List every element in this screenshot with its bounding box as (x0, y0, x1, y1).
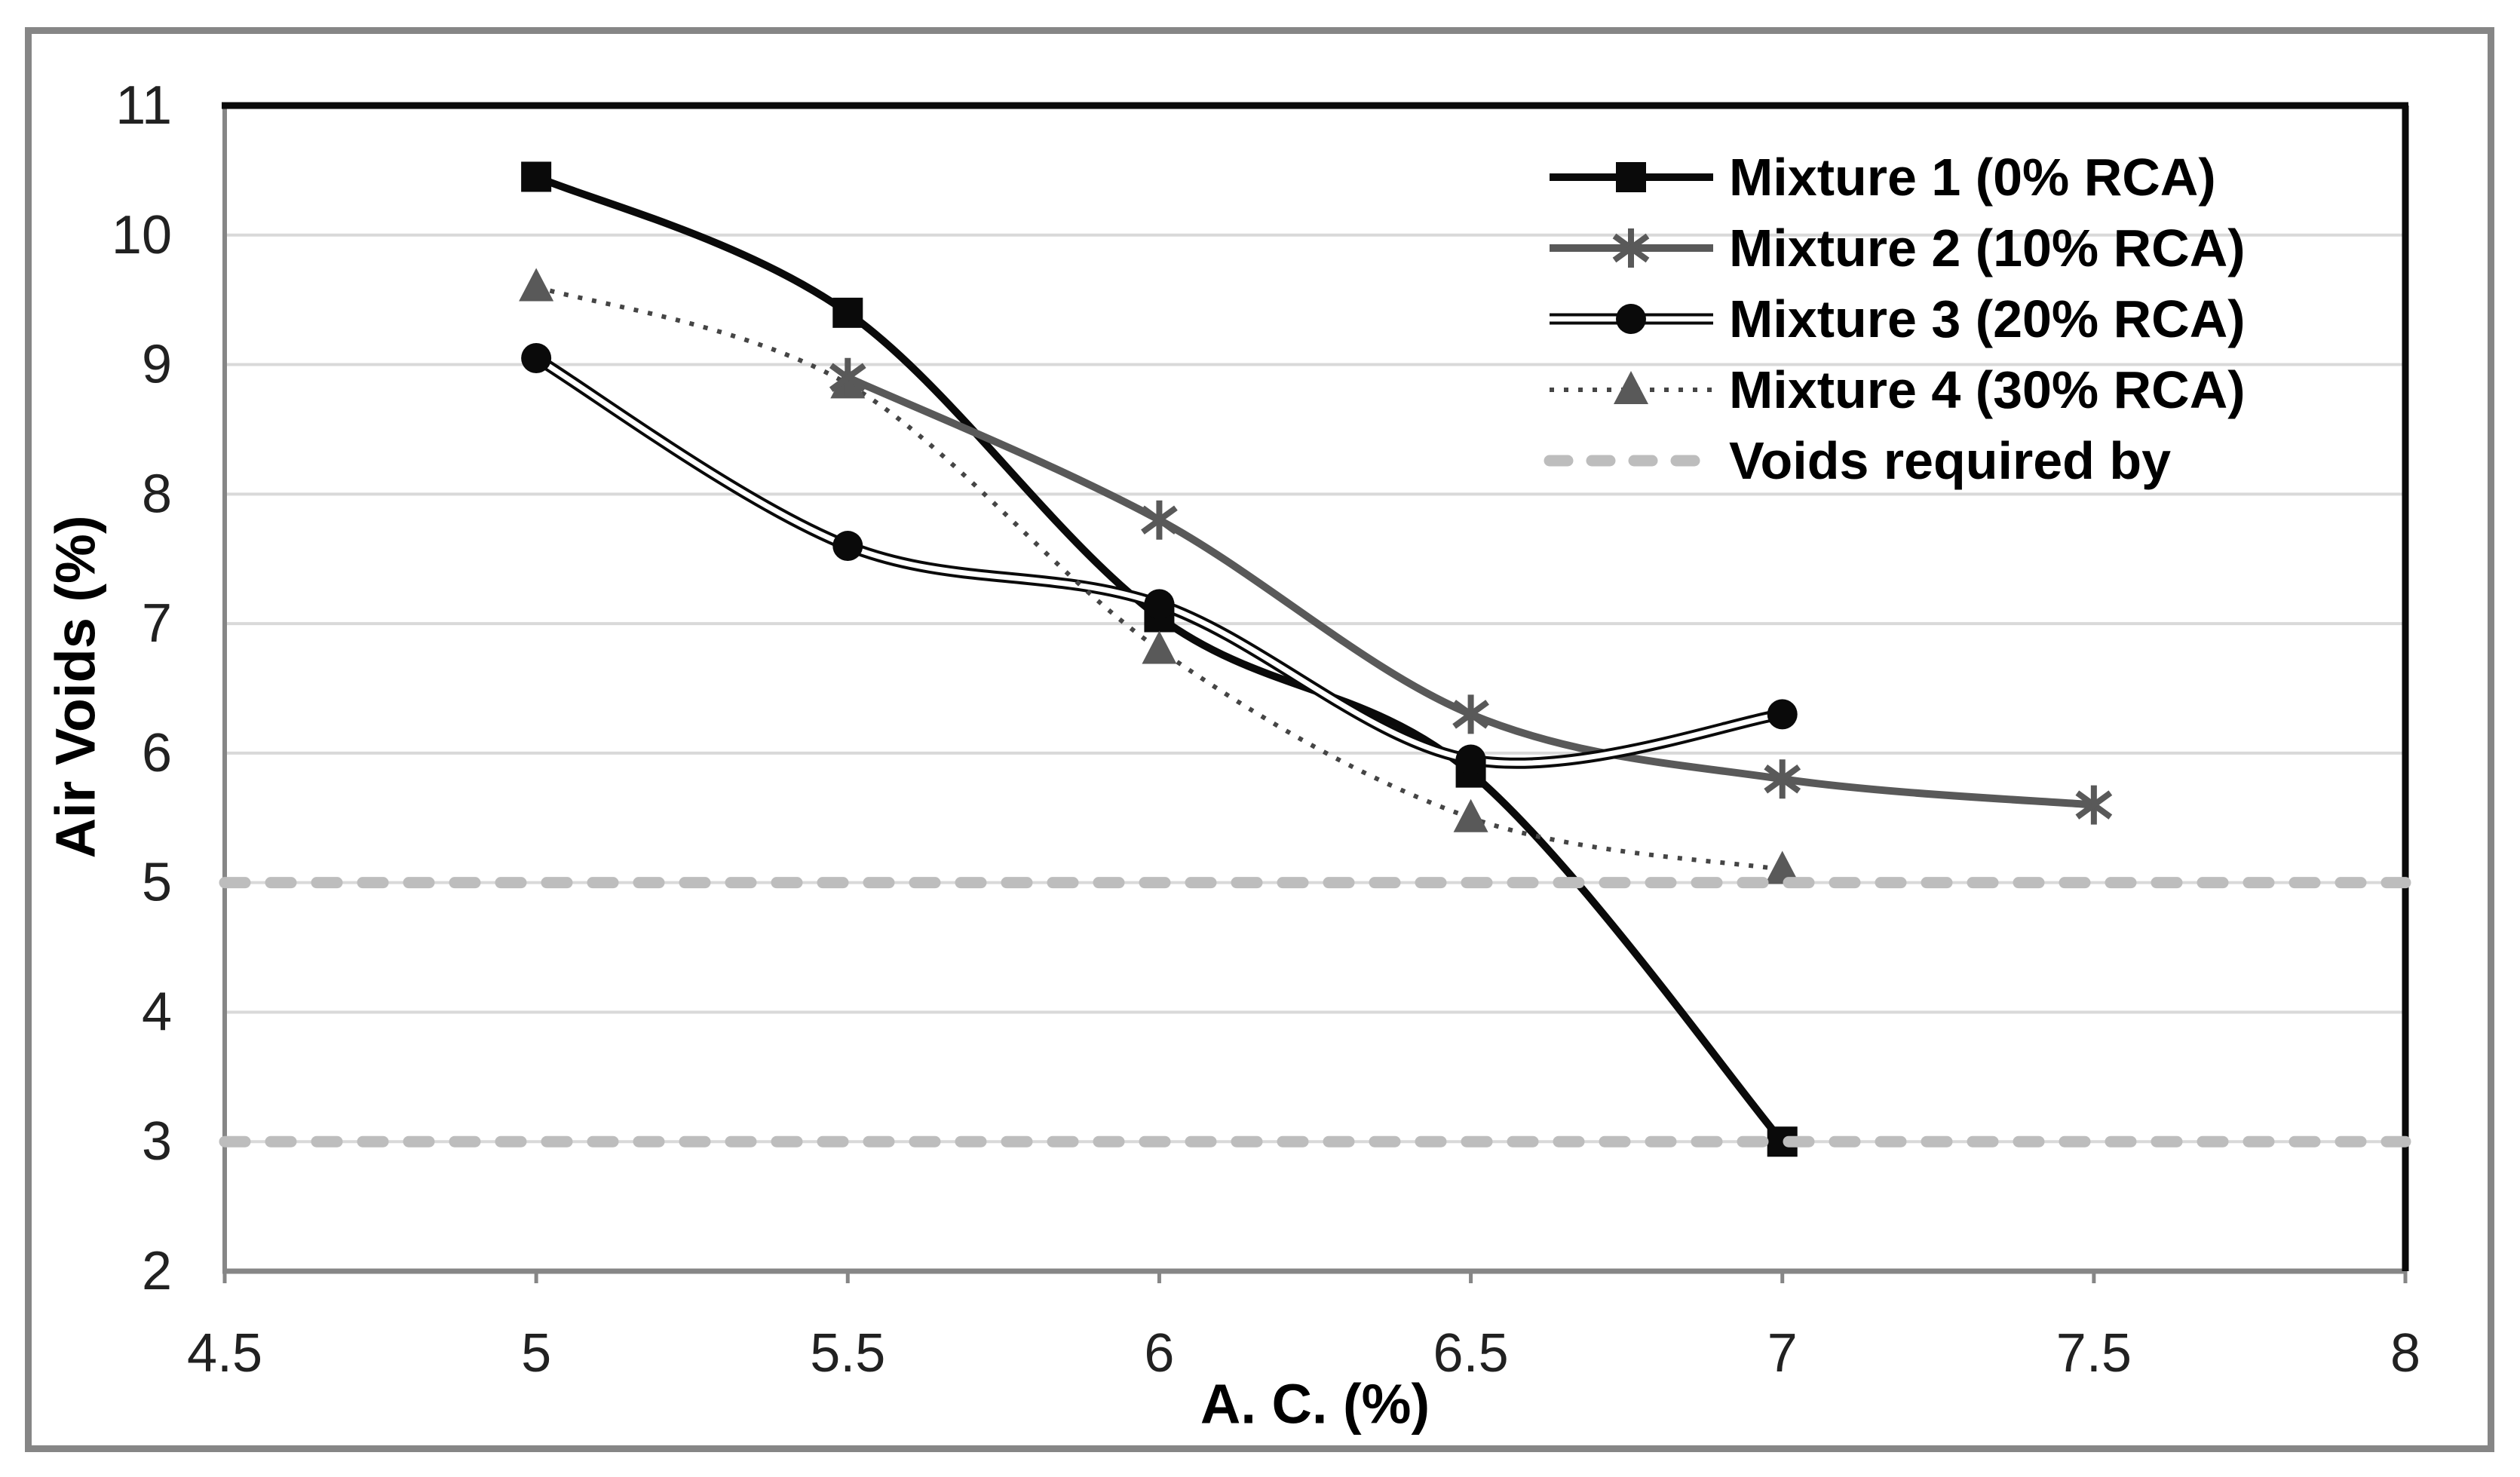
circle-marker (521, 342, 552, 373)
y-tick-label: 2 (142, 1241, 172, 1301)
figure-border (25, 27, 2494, 1452)
y-axis-title: Air Voids (%) (44, 515, 107, 859)
series-line-dotted (535, 284, 1783, 872)
y-tick-label: 4 (142, 982, 172, 1042)
x-tick-label: 7.5 (2056, 1323, 2132, 1384)
axes (222, 102, 2409, 1283)
legend-item-1: Mixture 1 (0% RCA) (1550, 148, 2216, 207)
y-tick-label: 5 (142, 853, 172, 913)
series-line-outer (533, 353, 1783, 769)
series-markers-mixture-3 (521, 342, 1798, 775)
triangle-marker (1614, 371, 1648, 404)
asterisk-marker-stroke (1764, 765, 1801, 794)
legend-label: Voids required by (1729, 431, 2171, 490)
asterisk-marker-stroke (1141, 505, 1178, 535)
y-tick-label: 6 (142, 723, 172, 783)
legend-label: Mixture 3 (20% RCA) (1729, 290, 2246, 348)
circle-marker (1144, 589, 1175, 620)
y-tick-label: 11 (115, 75, 172, 136)
x-tick-label: 8 (2390, 1323, 2420, 1384)
circle-marker (1455, 744, 1486, 775)
y-tick-label: 3 (142, 1111, 172, 1172)
x-tick-label: 5 (521, 1323, 551, 1384)
legend-item-3: Mixture 3 (20% RCA) (1550, 290, 2246, 348)
legend-label: Mixture 1 (0% RCA) (1729, 148, 2216, 207)
asterisk-marker-stroke (2075, 790, 2113, 820)
square-marker (521, 161, 552, 192)
legend-label: Mixture 4 (30% RCA) (1729, 360, 2246, 419)
circle-marker (1767, 699, 1798, 730)
triangle-marker (519, 268, 554, 302)
reference-lines (219, 877, 2411, 1148)
asterisk-marker-stroke (1612, 233, 1650, 263)
triangle-marker (1764, 850, 1800, 884)
legend-item-4: Mixture 4 (30% RCA) (1550, 360, 2246, 419)
x-tick-label: 7 (1767, 1323, 1798, 1384)
series-mixture-3 (533, 353, 1783, 769)
x-tick-label: 6.5 (1433, 1323, 1509, 1384)
y-tick-label: 9 (142, 335, 172, 395)
series-markers-mixture-2 (829, 357, 2113, 825)
series-markers-mixture-4 (519, 268, 1800, 884)
circle-marker (832, 531, 863, 562)
x-tick-label: 5.5 (810, 1323, 885, 1384)
triangle-marker (1453, 798, 1488, 832)
asterisk-marker-stroke (1452, 700, 1489, 729)
x-axis-title: A. C. (%) (1200, 1372, 1430, 1436)
triangle-marker (1142, 630, 1177, 664)
y-tick-label: 10 (112, 205, 172, 265)
legend-label: Mixture 2 (10% RCA) (1729, 219, 2246, 277)
series-line-core (535, 355, 1783, 766)
square-marker (1616, 162, 1646, 192)
x-tick-label: 6 (1144, 1323, 1174, 1384)
tick-labels: 2 3 4 5 6 7 8 9 10 11 4.5 5 5.5 6 6.5 7 7.5 8 (112, 75, 2420, 1384)
legend: Mixture 1 (0% RCA) Mixture 2 (10% RCA) Mix… (1544, 148, 2246, 490)
legend-item-5: Voids required by (1544, 431, 2171, 490)
y-tick-label: 8 (142, 464, 172, 524)
square-marker (832, 297, 863, 328)
legend-item-2: Mixture 2 (10% RCA) (1550, 219, 2246, 277)
circle-marker (1616, 304, 1646, 334)
series-mixture-4 (535, 284, 1783, 872)
asterisk-marker-stroke (829, 363, 866, 392)
x-tick-label: 4.5 (187, 1323, 262, 1384)
y-tick-label: 7 (142, 593, 172, 654)
